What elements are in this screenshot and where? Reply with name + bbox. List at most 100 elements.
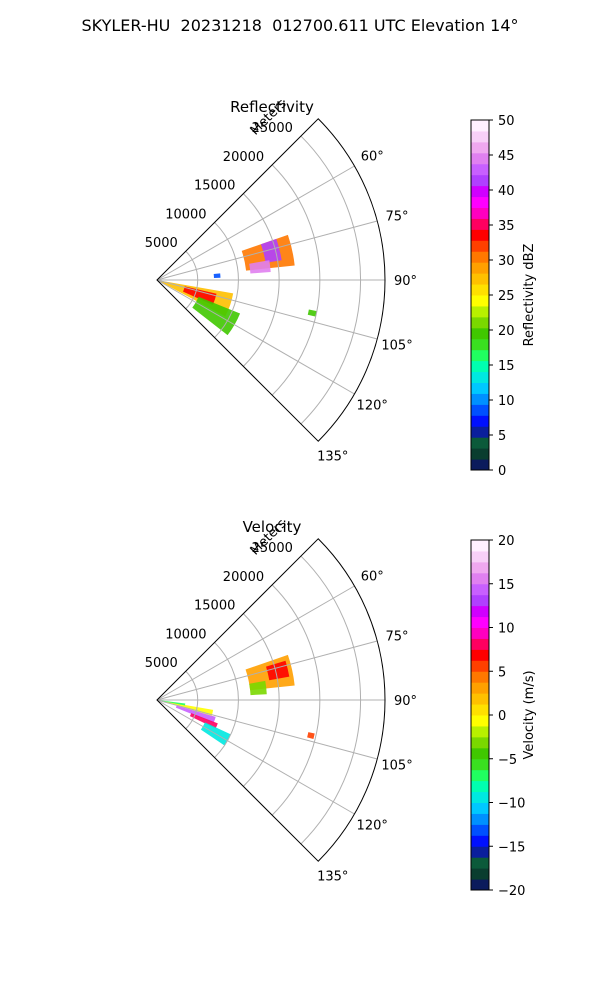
colorbar-swatch — [471, 262, 489, 274]
radial-tick-label: 5000 — [145, 236, 178, 251]
colorbar-swatch — [471, 736, 489, 749]
plot-title: Velocity — [243, 518, 302, 536]
angle-tick-label: 135° — [317, 450, 348, 465]
colorbar-swatch — [471, 273, 489, 285]
colorbar-tick-label: 10 — [498, 622, 515, 637]
colorbar-swatch — [471, 338, 489, 351]
radar-echo-region — [307, 732, 315, 740]
colorbar-swatch — [471, 857, 489, 869]
radial-tick-label: 15000 — [194, 179, 235, 194]
colorbar-swatch — [471, 780, 489, 793]
colorbar-swatch — [471, 594, 489, 607]
sector-frame — [156, 118, 386, 442]
plot-title: Reflectivity — [230, 98, 314, 116]
radial-tick-label: 5000 — [145, 656, 178, 671]
colorbar-tick-label: 50 — [498, 114, 515, 129]
azimuth-gridline — [156, 699, 378, 760]
colorbar-swatch — [471, 152, 489, 165]
sector-frame — [156, 538, 386, 862]
colorbar-swatch — [471, 218, 489, 230]
radial-tick-label: 25000 — [252, 121, 293, 136]
colorbar-swatch — [471, 415, 489, 427]
colorbar-swatch — [471, 671, 489, 683]
colorbar-swatch — [471, 120, 489, 132]
colorbar-swatch — [471, 240, 489, 252]
colorbar-swatch — [471, 616, 489, 628]
colorbar-swatch — [471, 824, 489, 836]
angle-tick-label: 75° — [386, 630, 409, 645]
colorbar-swatch — [471, 835, 489, 847]
radial-tick-label: 20000 — [223, 570, 264, 585]
colorbar-label: Reflectivity dBZ — [522, 244, 537, 347]
colorbar-swatch — [471, 605, 489, 618]
angle-tick-label: 120° — [357, 398, 388, 413]
colorbar: −20 −15 −10 −5 0 5 10 15 20 Velocity (m/s) — [470, 534, 537, 899]
angle-tick-label: 135° — [317, 870, 348, 885]
colorbar-swatch — [471, 813, 489, 825]
figure-title: SKYLER-HU 20231218 012700.611 UTC Elevat… — [81, 16, 519, 35]
radial-tick-label: 15000 — [194, 599, 235, 614]
colorbar-swatch — [471, 550, 489, 563]
colorbar-swatch — [471, 404, 489, 416]
colorbar-swatch — [471, 572, 489, 585]
radar-echo-region — [183, 286, 217, 305]
colorbar-tick-label: 10 — [498, 394, 515, 409]
colorbar-label: Velocity (m/s) — [522, 670, 537, 759]
colorbar-swatch — [471, 371, 489, 383]
colorbar-swatch — [471, 879, 489, 891]
colorbar-swatch — [471, 393, 489, 405]
colorbar-swatch — [471, 141, 489, 154]
radar-echo-region — [160, 700, 186, 706]
colorbar-swatch — [471, 196, 489, 208]
colorbar-swatch — [471, 747, 489, 760]
colorbar-tick-label: 25 — [498, 289, 515, 304]
colorbar-tick-label: 35 — [498, 219, 515, 234]
radar-echo-region — [213, 273, 221, 279]
azimuth-gridline — [156, 585, 355, 701]
angle-tick-label: 60° — [361, 570, 384, 585]
colorbar-swatch — [471, 583, 489, 596]
colorbar-swatch — [471, 540, 489, 552]
colorbar-tick-label: 20 — [498, 534, 515, 549]
radial-tick-label: 10000 — [165, 207, 206, 222]
colorbar-swatch — [471, 638, 489, 650]
colorbar-swatch — [471, 725, 489, 738]
angle-tick-label: 105° — [381, 758, 412, 773]
colorbar-swatch — [471, 360, 489, 373]
colorbar-swatch — [471, 437, 489, 449]
angle-tick-label: 105° — [381, 338, 412, 353]
colorbar-swatch — [471, 682, 489, 694]
colorbar-tick-label: 0 — [498, 709, 506, 724]
colorbar-tick-label: 45 — [498, 149, 515, 164]
colorbar-swatch — [471, 846, 489, 858]
colorbar-swatch — [471, 382, 489, 394]
azimuth-gridline — [156, 279, 355, 395]
polar-plot-reflectivity: 500010000150002000025000Meters60°75°90°1… — [145, 96, 417, 464]
colorbar-swatch — [471, 693, 489, 705]
azimuth-gridline — [156, 640, 378, 701]
colorbar-swatch — [471, 448, 489, 460]
radar-echo-region — [307, 309, 317, 317]
colorbar-swatch — [471, 185, 489, 198]
colorbar-swatch — [471, 561, 489, 574]
colorbar-swatch — [471, 174, 489, 187]
colorbar-swatch — [471, 715, 489, 727]
angle-tick-label: 60° — [361, 150, 384, 165]
colorbar-swatch — [471, 769, 489, 782]
angle-tick-label: 90° — [394, 694, 417, 709]
radar-echo-region — [249, 260, 271, 274]
colorbar-swatch — [471, 758, 489, 771]
colorbar-swatch — [471, 660, 489, 672]
radar-echo-region — [192, 296, 241, 336]
colorbar-tick-label: 5 — [498, 665, 506, 680]
colorbar: 0 5 10 15 20 25 30 35 40 45 50 Reflectivity dBZ — [470, 114, 537, 479]
colorbar-swatch — [471, 627, 489, 639]
radial-tick-label: 25000 — [252, 541, 293, 556]
colorbar-swatch — [471, 349, 489, 362]
colorbar-tick-label: 15 — [498, 578, 515, 593]
colorbar-swatch — [471, 163, 489, 176]
colorbar-swatch — [471, 868, 489, 880]
radial-tick-label: 10000 — [165, 627, 206, 642]
colorbar-swatch — [471, 284, 489, 296]
